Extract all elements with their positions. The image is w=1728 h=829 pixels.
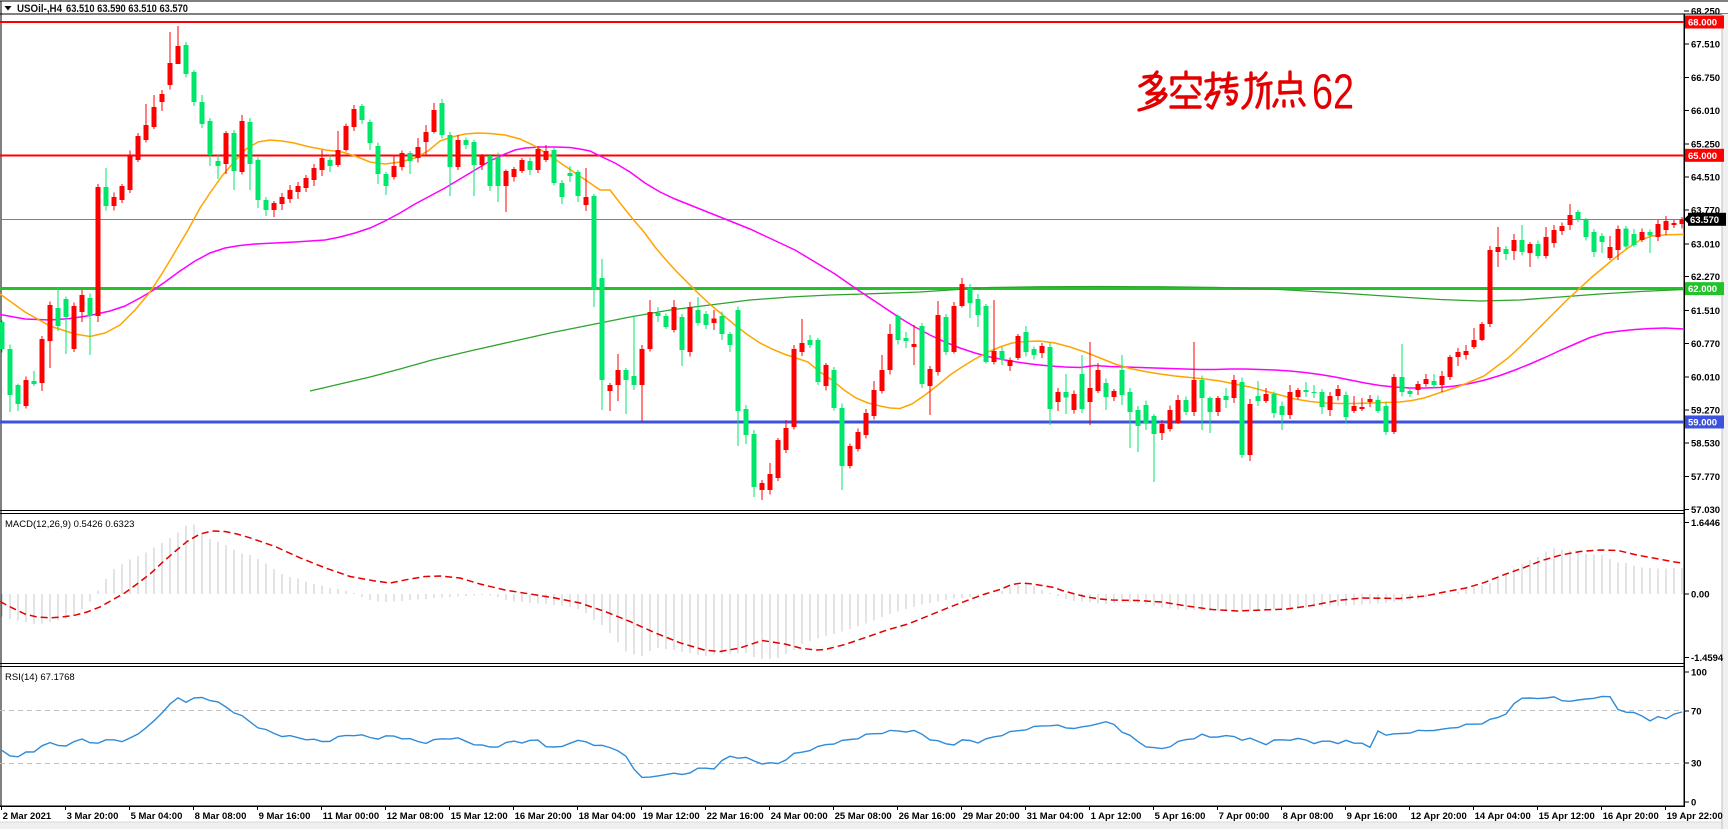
svg-text:14 Apr 04:00: 14 Apr 04:00 xyxy=(1475,811,1531,822)
svg-text:60.010: 60.010 xyxy=(1691,373,1720,384)
svg-text:60.770: 60.770 xyxy=(1691,339,1720,350)
svg-text:57.770: 57.770 xyxy=(1691,472,1720,483)
svg-text:63.010: 63.010 xyxy=(1691,239,1720,250)
svg-text:RSI(14) 67.1768: RSI(14) 67.1768 xyxy=(5,672,75,683)
svg-text:5 Mar 04:00: 5 Mar 04:00 xyxy=(131,811,183,822)
svg-text:11 Mar 00:00: 11 Mar 00:00 xyxy=(323,811,380,822)
svg-text:63.770: 63.770 xyxy=(1691,205,1720,216)
svg-text:25 Mar 08:00: 25 Mar 08:00 xyxy=(835,811,892,822)
svg-text:1.6446: 1.6446 xyxy=(1691,518,1720,529)
svg-text:59.000: 59.000 xyxy=(1688,417,1717,428)
svg-text:68.000: 68.000 xyxy=(1688,18,1717,29)
svg-text:1 Apr 12:00: 1 Apr 12:00 xyxy=(1091,811,1142,822)
svg-text:15 Apr 12:00: 15 Apr 12:00 xyxy=(1539,811,1595,822)
svg-text:61.510: 61.510 xyxy=(1691,306,1720,317)
svg-text:9 Mar 16:00: 9 Mar 16:00 xyxy=(259,811,311,822)
svg-text:22 Mar 16:00: 22 Mar 16:00 xyxy=(707,811,764,822)
svg-text:29 Mar 20:00: 29 Mar 20:00 xyxy=(963,811,1020,822)
svg-text:66.750: 66.750 xyxy=(1691,73,1720,84)
svg-text:8 Mar 08:00: 8 Mar 08:00 xyxy=(195,811,247,822)
svg-text:57.030: 57.030 xyxy=(1691,505,1720,516)
svg-text:62.270: 62.270 xyxy=(1691,272,1720,283)
svg-text:62.000: 62.000 xyxy=(1688,284,1717,295)
svg-text:-1.4594: -1.4594 xyxy=(1691,653,1724,664)
svg-text:0.00: 0.00 xyxy=(1691,590,1710,601)
svg-text:66.010: 66.010 xyxy=(1691,106,1720,117)
svg-text:3 Mar 20:00: 3 Mar 20:00 xyxy=(67,811,119,822)
svg-text:19 Apr 22:00: 19 Apr 22:00 xyxy=(1667,811,1723,822)
svg-text:9 Apr 16:00: 9 Apr 16:00 xyxy=(1347,811,1398,822)
svg-text:58.530: 58.530 xyxy=(1691,438,1720,449)
svg-text:2 Mar 2021: 2 Mar 2021 xyxy=(3,811,52,822)
svg-text:65.000: 65.000 xyxy=(1688,151,1717,162)
svg-text:MACD(12,26,9) 0.5426 0.6323: MACD(12,26,9) 0.5426 0.6323 xyxy=(5,519,134,530)
svg-text:16 Mar 20:00: 16 Mar 20:00 xyxy=(515,811,572,822)
svg-text:18 Mar 04:00: 18 Mar 04:00 xyxy=(579,811,636,822)
svg-text:12 Mar 08:00: 12 Mar 08:00 xyxy=(387,811,444,822)
svg-text:63.570: 63.570 xyxy=(1690,215,1719,226)
svg-text:100: 100 xyxy=(1691,668,1707,679)
svg-text:64.510: 64.510 xyxy=(1691,173,1720,184)
svg-text:70: 70 xyxy=(1691,707,1702,718)
svg-text:24 Mar 00:00: 24 Mar 00:00 xyxy=(771,811,828,822)
svg-text:30: 30 xyxy=(1691,759,1702,770)
svg-text:62: 62 xyxy=(1312,66,1354,120)
svg-text:16 Apr 20:00: 16 Apr 20:00 xyxy=(1603,811,1659,822)
svg-text:0: 0 xyxy=(1691,798,1696,809)
svg-text:19 Mar 12:00: 19 Mar 12:00 xyxy=(643,811,700,822)
svg-text:8 Apr 08:00: 8 Apr 08:00 xyxy=(1283,811,1334,822)
svg-text:63.510 63.590 63.510 63.570: 63.510 63.590 63.510 63.570 xyxy=(66,3,188,15)
svg-text:7 Apr 00:00: 7 Apr 00:00 xyxy=(1219,811,1270,822)
svg-text:26 Mar 16:00: 26 Mar 16:00 xyxy=(899,811,956,822)
svg-text:68.250: 68.250 xyxy=(1691,6,1720,17)
svg-text:31 Mar 04:00: 31 Mar 04:00 xyxy=(1027,811,1084,822)
svg-text:67.510: 67.510 xyxy=(1691,39,1720,50)
svg-text:USOil-,H4: USOil-,H4 xyxy=(17,3,63,15)
svg-text:12 Apr 20:00: 12 Apr 20:00 xyxy=(1411,811,1467,822)
svg-text:65.250: 65.250 xyxy=(1691,140,1720,151)
svg-text:15 Mar 12:00: 15 Mar 12:00 xyxy=(451,811,508,822)
svg-text:5 Apr 16:00: 5 Apr 16:00 xyxy=(1155,811,1206,822)
svg-text:59.270: 59.270 xyxy=(1691,405,1720,416)
